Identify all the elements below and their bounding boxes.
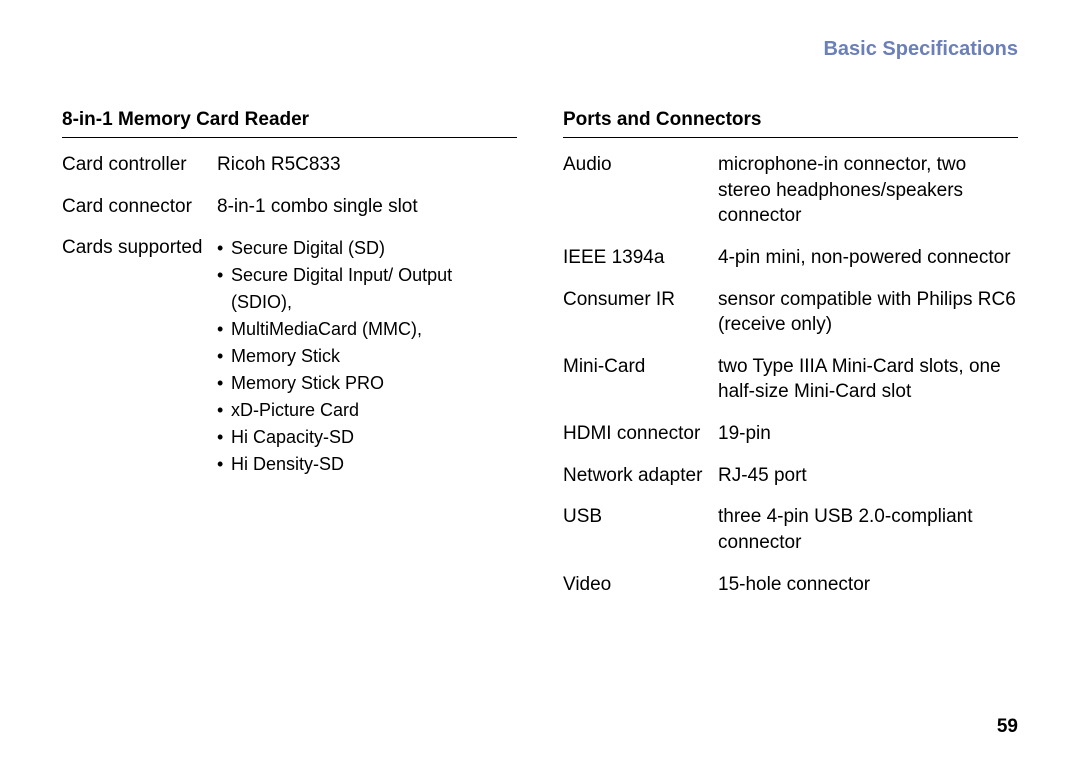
spec-row: Cards supported Secure Digital (SD) Secu…	[62, 235, 517, 478]
list-item: MultiMediaCard (MMC),	[217, 316, 517, 343]
spec-label: Cards supported	[62, 235, 217, 261]
spec-value: 8-in-1 combo single slot	[217, 194, 517, 220]
list-item: Memory Stick	[217, 343, 517, 370]
list-item: xD-Picture Card	[217, 397, 517, 424]
list-item: Secure Digital Input/ Output (SDIO),	[217, 262, 517, 316]
spec-label: Card controller	[62, 152, 217, 178]
spec-row: IEEE 1394a 4-pin mini, non-powered conne…	[563, 245, 1018, 271]
spec-value: RJ-45 port	[718, 463, 1018, 489]
spec-value: 4-pin mini, non-powered connector	[718, 245, 1018, 271]
page-header-title: Basic Specifications	[62, 38, 1018, 61]
list-item: Secure Digital (SD)	[217, 235, 517, 262]
right-column: Ports and Connectors Audio microphone-in…	[563, 109, 1018, 613]
spec-value: Ricoh R5C833	[217, 152, 517, 178]
page-number: 59	[997, 716, 1018, 738]
spec-label: Video	[563, 572, 718, 598]
spec-label: HDMI connector	[563, 421, 718, 447]
spec-value: two Type IIIA Mini-Card slots, one half-…	[718, 354, 1018, 405]
spec-label: Audio	[563, 152, 718, 178]
spec-row: Card controller Ricoh R5C833	[62, 152, 517, 178]
list-item: Memory Stick PRO	[217, 370, 517, 397]
spec-label: Card connector	[62, 194, 217, 220]
spec-value: 19-pin	[718, 421, 1018, 447]
cards-supported-list: Secure Digital (SD) Secure Digital Input…	[217, 235, 517, 478]
spec-label: Network adapter	[563, 463, 718, 489]
spec-row: Network adapter RJ-45 port	[563, 463, 1018, 489]
spec-value: microphone-in connector, two stereo head…	[718, 152, 1018, 229]
list-item: Hi Density-SD	[217, 451, 517, 478]
spec-row: Mini-Card two Type IIIA Mini-Card slots,…	[563, 354, 1018, 405]
spec-row: Video 15-hole connector	[563, 572, 1018, 598]
list-item: Hi Capacity-SD	[217, 424, 517, 451]
ports-heading: Ports and Connectors	[563, 109, 1018, 138]
spec-row: Consumer IR sensor compatible with Phili…	[563, 287, 1018, 338]
memory-card-heading: 8-in-1 Memory Card Reader	[62, 109, 517, 138]
spec-value: sensor compatible with Philips RC6 (rece…	[718, 287, 1018, 338]
spec-row: Card connector 8-in-1 combo single slot	[62, 194, 517, 220]
spec-value: Secure Digital (SD) Secure Digital Input…	[217, 235, 517, 478]
spec-row: Audio microphone-in connector, two stere…	[563, 152, 1018, 229]
spec-label: Consumer IR	[563, 287, 718, 313]
left-column: 8-in-1 Memory Card Reader Card controlle…	[62, 109, 517, 613]
spec-label: Mini-Card	[563, 354, 718, 380]
spec-label: USB	[563, 504, 718, 530]
spec-row: USB three 4-pin USB 2.0-compliant connec…	[563, 504, 1018, 555]
content-columns: 8-in-1 Memory Card Reader Card controlle…	[62, 109, 1018, 613]
spec-value: three 4-pin USB 2.0-compliant connector	[718, 504, 1018, 555]
spec-row: HDMI connector 19-pin	[563, 421, 1018, 447]
spec-label: IEEE 1394a	[563, 245, 718, 271]
spec-value: 15-hole connector	[718, 572, 1018, 598]
